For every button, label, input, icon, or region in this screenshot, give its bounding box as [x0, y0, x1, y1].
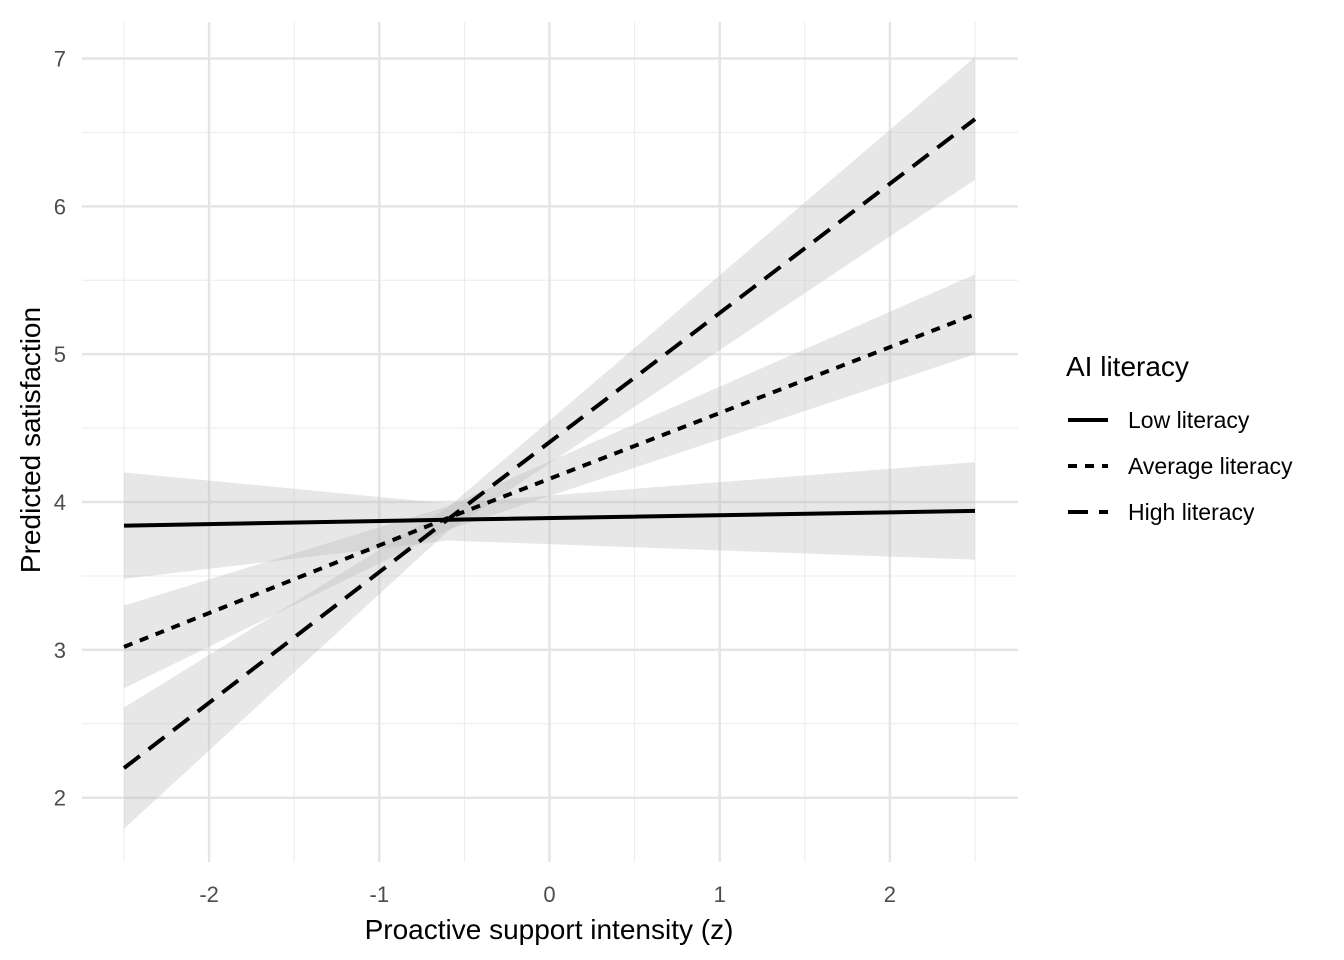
y-tick-label: 7: [54, 47, 66, 72]
y-tick-label: 6: [54, 194, 66, 219]
legend-title: AI literacy: [1066, 351, 1189, 382]
y-tick-label: 4: [54, 490, 66, 515]
x-tick-label: -1: [370, 882, 390, 907]
legend-items: Low literacy Average literacy High literac…: [1068, 407, 1293, 525]
x-tick-label: 1: [714, 882, 726, 907]
confidence-band-2: [124, 274, 975, 689]
x-tick-label: 0: [543, 882, 555, 907]
x-tick-label: -2: [199, 882, 219, 907]
legend-label-2: Average literacy: [1128, 453, 1293, 479]
y-tick-label: 5: [54, 342, 66, 367]
y-axis-title: Predicted satisfaction: [15, 307, 46, 573]
series-lines: [122, 117, 977, 770]
y-tick-label: 2: [54, 786, 66, 811]
series-line-3: [122, 117, 977, 770]
y-tick-label: 3: [54, 638, 66, 663]
confidence-band-1: [124, 462, 975, 579]
legend-label-1: Low literacy: [1128, 407, 1250, 433]
legend-label-3: High literacy: [1128, 499, 1255, 525]
y-axis-ticks: 2 3 4 5 6 7: [54, 47, 66, 811]
x-axis-title: Proactive support intensity (z): [365, 914, 734, 945]
x-tick-label: 2: [884, 882, 896, 907]
x-axis-ticks: -2 -1 0 1 2: [199, 882, 896, 907]
legend: AI literacy Low literacy Average literacy…: [1066, 351, 1293, 525]
